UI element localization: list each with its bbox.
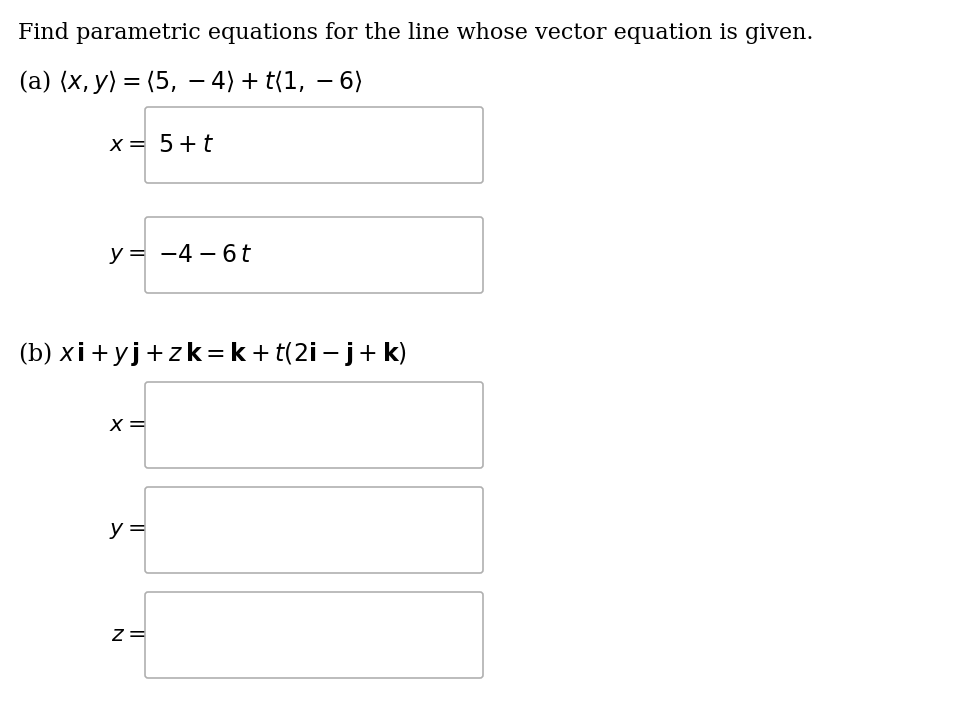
Text: Find parametric equations for the line whose vector equation is given.: Find parametric equations for the line w… — [18, 22, 813, 44]
FancyBboxPatch shape — [144, 487, 483, 573]
Text: (b) $x\,\mathbf{i} + y\,\mathbf{j} + z\,\mathbf{k} = \mathbf{k} + t(2\mathbf{i} : (b) $x\,\mathbf{i} + y\,\mathbf{j} + z\,… — [18, 340, 407, 368]
Text: $x =$: $x =$ — [109, 134, 144, 156]
FancyBboxPatch shape — [144, 217, 483, 293]
Text: $y =$: $y =$ — [109, 244, 144, 266]
Text: $-4 - 6\,t$: $-4 - 6\,t$ — [158, 244, 252, 267]
Text: $5 + t$: $5 + t$ — [158, 133, 214, 157]
Text: $z =$: $z =$ — [110, 624, 144, 646]
Text: $x =$: $x =$ — [109, 414, 144, 436]
FancyBboxPatch shape — [144, 382, 483, 468]
Text: (a) $\langle x, y\rangle = \langle 5, -4\rangle + t\langle 1, -6\rangle$: (a) $\langle x, y\rangle = \langle 5, -4… — [18, 68, 362, 96]
Text: $y =$: $y =$ — [109, 519, 144, 541]
FancyBboxPatch shape — [144, 592, 483, 678]
FancyBboxPatch shape — [144, 107, 483, 183]
